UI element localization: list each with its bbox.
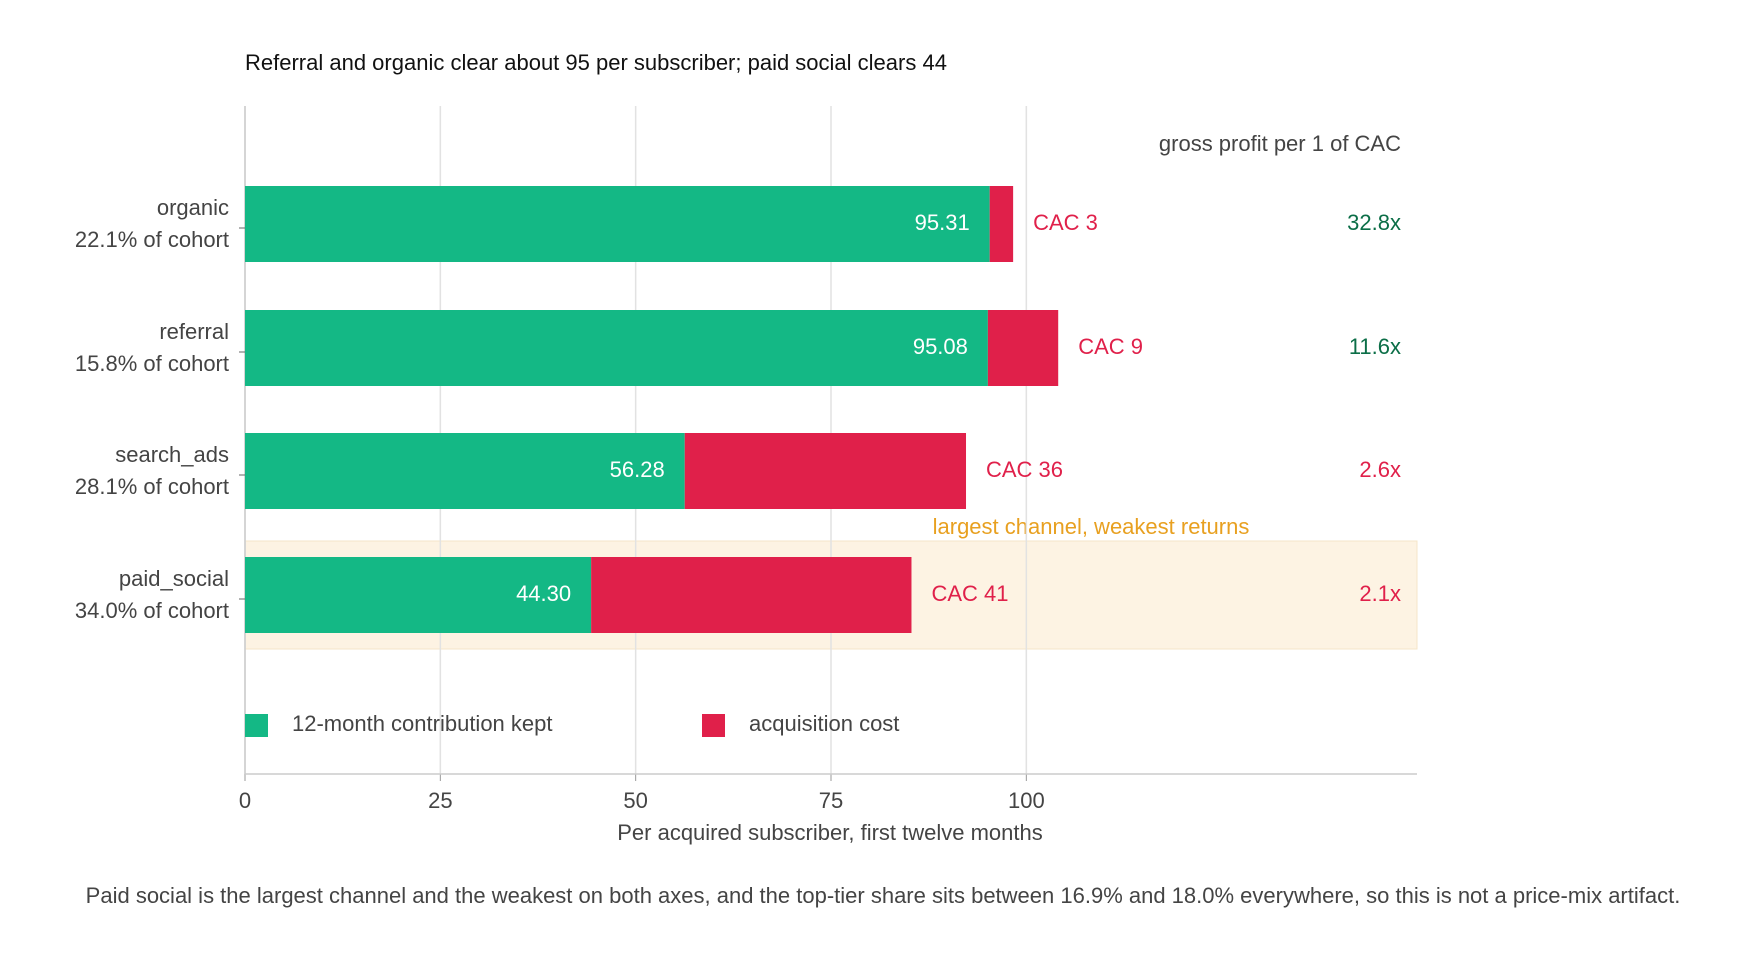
ratio-label: 11.6x	[1349, 334, 1401, 359]
x-tick-label: 0	[239, 788, 251, 813]
ratio-label: 2.6x	[1359, 457, 1401, 482]
bar-segment	[987, 310, 1059, 386]
y-tick-label: search_ads	[115, 442, 229, 467]
x-tick-label: 50	[623, 788, 647, 813]
bar-value-label: 44.30	[516, 581, 571, 606]
legend-swatch	[245, 714, 268, 737]
bar-segment	[989, 186, 1014, 262]
cac-label: CAC 36	[986, 457, 1063, 482]
x-tick-label: 100	[1008, 788, 1045, 813]
bar-segment	[245, 557, 592, 633]
bar-value-label: 56.28	[610, 457, 665, 482]
chart-title: Referral and organic clear about 95 per …	[245, 50, 947, 75]
footnote: Paid social is the largest channel and t…	[86, 883, 1681, 908]
bar-segment	[684, 433, 967, 509]
bar-value-label: 95.08	[913, 334, 968, 359]
cac-label: CAC 3	[1033, 210, 1098, 235]
bar-segment	[245, 186, 990, 262]
y-tick-note: 34.0% of cohort	[75, 598, 229, 623]
x-axis-label: Per acquired subscriber, first twelve mo…	[617, 820, 1043, 845]
y-tick-note: 22.1% of cohort	[75, 227, 229, 252]
y-tick-note: 28.1% of cohort	[75, 474, 229, 499]
legend-label: 12-month contribution kept	[292, 711, 553, 736]
ratio-label: 2.1x	[1359, 581, 1401, 606]
x-tick-label: 25	[428, 788, 452, 813]
legend-label: acquisition cost	[749, 711, 899, 736]
bar-value-label: 95.31	[915, 210, 970, 235]
x-tick-label: 75	[819, 788, 843, 813]
bar-segment	[591, 557, 912, 633]
ratio-header: gross profit per 1 of CAC	[1159, 131, 1401, 156]
legend-swatch	[702, 714, 725, 737]
y-tick-label: referral	[159, 319, 229, 344]
bar-segment	[245, 310, 988, 386]
y-tick-note: 15.8% of cohort	[75, 351, 229, 376]
cac-label: CAC 41	[931, 581, 1008, 606]
ratio-label: 32.8x	[1347, 210, 1401, 235]
cac-label: CAC 9	[1078, 334, 1143, 359]
y-tick-label: organic	[157, 195, 229, 220]
y-tick-label: paid_social	[119, 566, 229, 591]
annotation: largest channel, weakest returns	[933, 514, 1250, 539]
bar-segment	[245, 433, 685, 509]
